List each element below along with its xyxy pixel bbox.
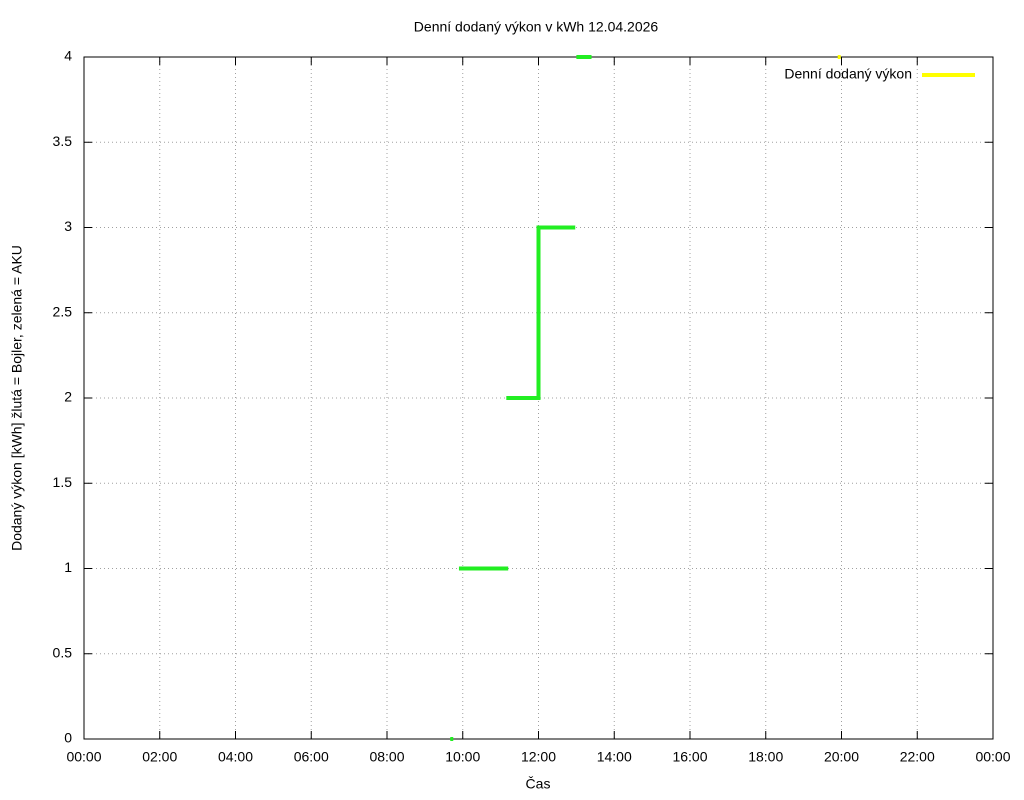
x-tick-label: 10:00 [445,749,480,765]
y-tick-label: 4 [64,48,72,64]
y-axis-label: Dodaný výkon [kWh] žlutá = Bojler, zelen… [9,245,25,551]
x-tick-label: 16:00 [672,749,707,765]
legend-label: Denní dodaný výkon [784,66,912,82]
x-tick-label: 22:00 [900,749,935,765]
x-tick-label: 06:00 [294,749,329,765]
y-tick-label: 0 [64,730,72,746]
x-tick-label: 14:00 [597,749,632,765]
x-tick-label: 12:00 [521,749,556,765]
y-tick-label: 3 [64,218,72,234]
x-tick-label: 18:00 [748,749,783,765]
chart-title: Denní dodaný výkon v kWh 12.04.2026 [414,19,659,35]
y-tick-label: 1.5 [53,474,73,490]
x-tick-label: 04:00 [218,749,253,765]
x-axis-label: Čas [526,776,551,792]
x-tick-label: 00:00 [975,749,1010,765]
plot-frame [83,56,994,740]
y-tick-label: 1 [64,559,72,575]
x-tick-label: 00:00 [66,749,101,765]
x-tick-label: 08:00 [369,749,404,765]
y-tick-label: 0.5 [53,644,73,660]
line-series [506,225,576,400]
y-tick-label: 3.5 [53,133,73,149]
y-tick-label: 2.5 [53,303,73,319]
x-tick-label: 20:00 [824,749,859,765]
x-tick-label: 02:00 [142,749,177,765]
y-tick-label: 2 [64,389,72,405]
